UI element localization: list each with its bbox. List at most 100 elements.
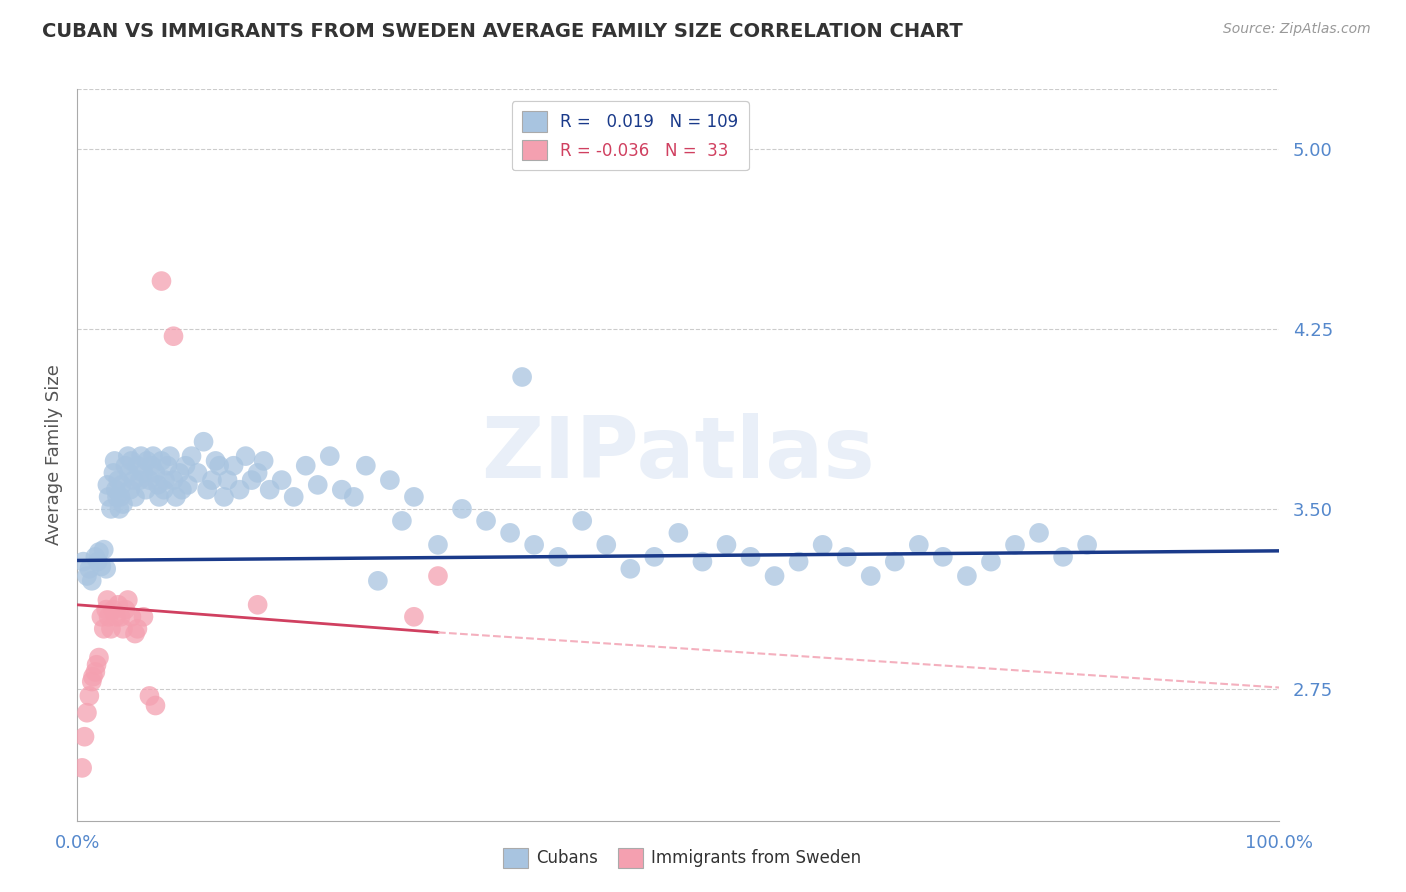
Point xyxy=(294,458,316,473)
Point xyxy=(96,478,118,492)
Point xyxy=(716,538,738,552)
Point xyxy=(146,478,169,492)
Point xyxy=(595,538,617,552)
Point xyxy=(204,454,226,468)
Point xyxy=(84,665,107,679)
Point xyxy=(132,609,155,624)
Point xyxy=(90,559,112,574)
Point xyxy=(378,473,401,487)
Point xyxy=(110,490,132,504)
Point xyxy=(162,329,184,343)
Point xyxy=(90,609,112,624)
Point xyxy=(451,501,474,516)
Point xyxy=(145,698,167,713)
Point xyxy=(73,730,96,744)
Point xyxy=(103,602,125,616)
Point xyxy=(159,449,181,463)
Point xyxy=(859,569,882,583)
Point xyxy=(124,626,146,640)
Point xyxy=(240,473,263,487)
Point xyxy=(97,490,120,504)
Point xyxy=(100,501,122,516)
Point xyxy=(1028,525,1050,540)
Point xyxy=(156,458,179,473)
Point xyxy=(150,454,173,468)
Point xyxy=(1076,538,1098,552)
Point xyxy=(135,483,157,497)
Point xyxy=(932,549,955,564)
Point xyxy=(835,549,858,564)
Point xyxy=(330,483,353,497)
Point xyxy=(391,514,413,528)
Point xyxy=(79,562,101,576)
Point xyxy=(980,555,1002,569)
Point xyxy=(124,490,146,504)
Point xyxy=(141,458,163,473)
Point xyxy=(100,622,122,636)
Point xyxy=(104,454,127,468)
Point xyxy=(165,490,187,504)
Point xyxy=(270,473,292,487)
Point xyxy=(186,466,209,480)
Text: CUBAN VS IMMIGRANTS FROM SWEDEN AVERAGE FAMILY SIZE CORRELATION CHART: CUBAN VS IMMIGRANTS FROM SWEDEN AVERAGE … xyxy=(42,22,963,41)
Point xyxy=(108,501,131,516)
Point xyxy=(93,622,115,636)
Point xyxy=(354,458,377,473)
Point xyxy=(246,598,269,612)
Point xyxy=(195,483,218,497)
Point xyxy=(150,274,173,288)
Text: ZIPatlas: ZIPatlas xyxy=(481,413,876,497)
Point xyxy=(253,454,276,468)
Point xyxy=(76,569,98,583)
Point xyxy=(956,569,979,583)
Point xyxy=(87,650,110,665)
Point xyxy=(246,466,269,480)
Point xyxy=(162,473,184,487)
Point xyxy=(127,458,149,473)
Point xyxy=(138,473,160,487)
Point xyxy=(117,593,139,607)
Point xyxy=(402,490,425,504)
Point xyxy=(104,483,127,497)
Point xyxy=(105,490,128,504)
Point xyxy=(523,538,546,552)
Point xyxy=(80,574,103,588)
Point xyxy=(208,458,231,473)
Point xyxy=(307,478,329,492)
Point xyxy=(259,483,281,497)
Point xyxy=(138,689,160,703)
Point xyxy=(96,602,118,616)
Point xyxy=(122,473,145,487)
Point xyxy=(145,466,167,480)
Point xyxy=(110,609,132,624)
Text: Source: ZipAtlas.com: Source: ZipAtlas.com xyxy=(1223,22,1371,37)
Point xyxy=(93,542,115,557)
Point xyxy=(70,761,93,775)
Point xyxy=(111,497,134,511)
Point xyxy=(84,549,107,564)
Point xyxy=(120,454,142,468)
Point xyxy=(128,473,150,487)
Point xyxy=(96,562,118,576)
Point xyxy=(283,490,305,504)
Point xyxy=(217,473,239,487)
Point xyxy=(107,473,129,487)
Y-axis label: Average Family Size: Average Family Size xyxy=(45,365,63,545)
Point xyxy=(132,466,155,480)
Point xyxy=(120,483,142,497)
Point xyxy=(180,449,202,463)
Point xyxy=(97,609,120,624)
Point xyxy=(111,622,134,636)
Point xyxy=(811,538,834,552)
Point xyxy=(118,466,141,480)
Point xyxy=(619,562,641,576)
Point xyxy=(193,434,215,449)
Point xyxy=(427,569,450,583)
Point xyxy=(643,549,665,564)
Point xyxy=(153,483,176,497)
Point xyxy=(129,449,152,463)
Point xyxy=(111,478,134,492)
Point xyxy=(103,466,125,480)
Point xyxy=(668,525,690,540)
Point xyxy=(367,574,389,588)
